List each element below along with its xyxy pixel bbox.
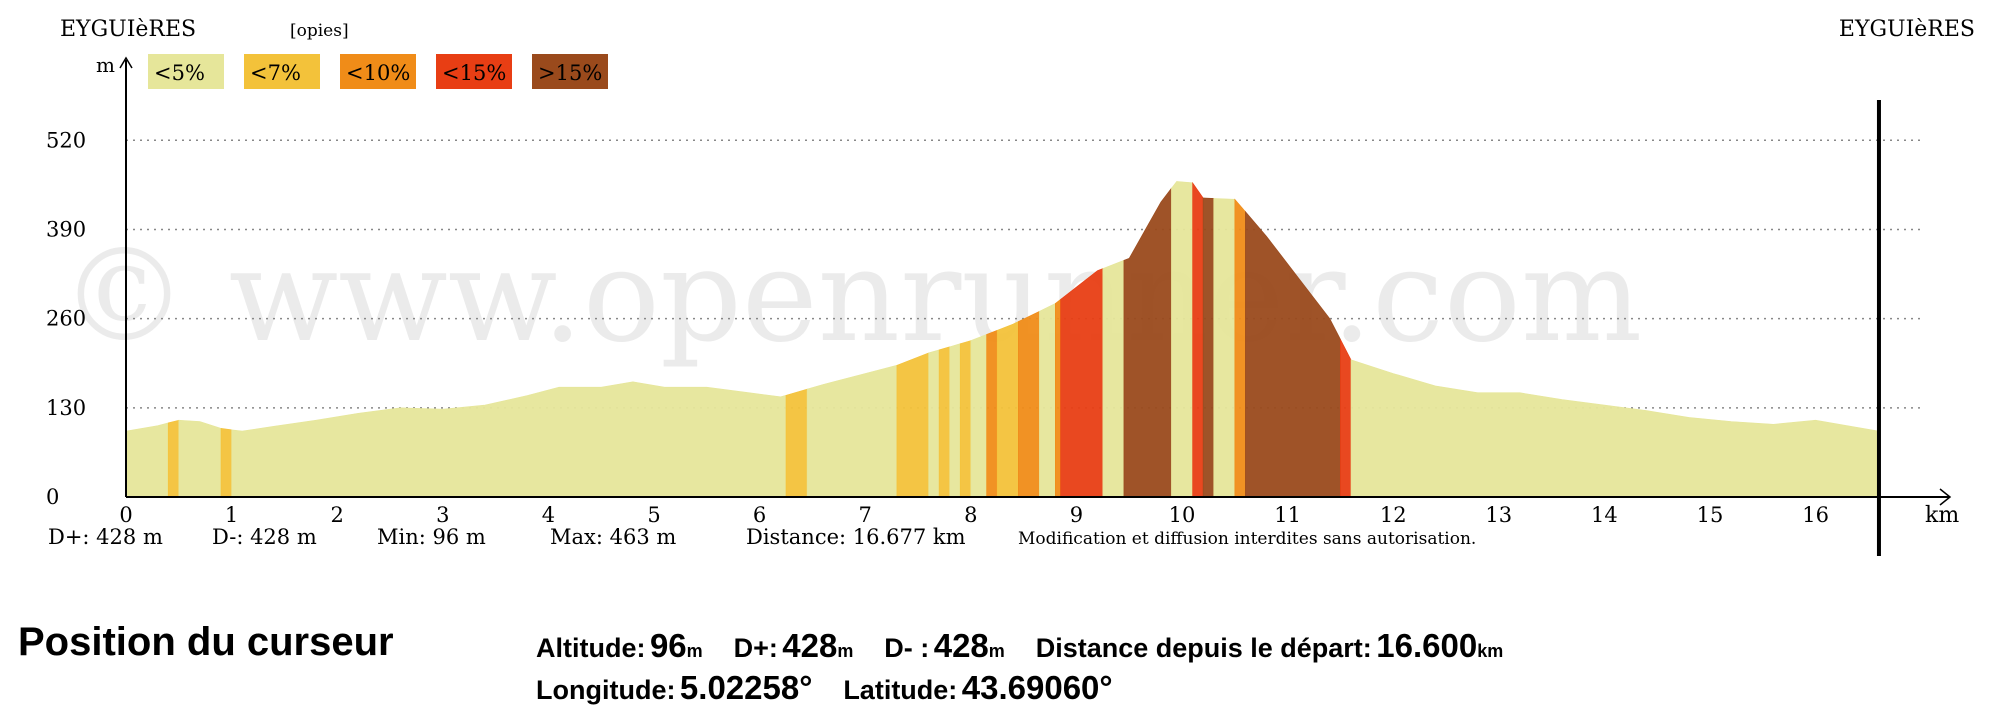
grade-band [996,321,1019,498]
grade-band [1055,298,1061,498]
copyright-notice: Modification et diffusion interdites san… [1018,529,1476,549]
grade-band [220,428,232,498]
x-tick-label: 5 [647,503,660,527]
legend-label: <10% [346,61,410,85]
grade-band [125,422,169,498]
distance-label: Distance depuis le départ: [1035,633,1372,663]
grade-band [1039,303,1056,498]
grade-band [1018,310,1040,498]
altitude-label: Altitude: [536,633,646,663]
y-tick-label: 260 [46,307,86,331]
y-tick-label: 0 [46,485,59,509]
grade-band [986,329,998,498]
distance-unit: km [1477,641,1504,661]
end-label: EYGUIèRES [1839,17,1975,42]
stat-item: Min: 96 m [377,525,486,549]
latitude-label: Latitude: [843,675,958,705]
latitude-value: 43.69060° [961,669,1113,706]
distance-value: 16.600 [1376,627,1478,664]
grade-band [928,349,940,498]
x-tick-label: 2 [331,503,344,527]
stat-item: Distance: 16.677 km [746,525,966,549]
grade-band [1234,198,1246,498]
grade-band [1213,198,1236,498]
legend-swatch [532,54,608,89]
legend: <5% <7% <10% <15% >15% [148,54,608,89]
x-tick-label: 3 [436,503,449,527]
cursor-row-1: Altitude: 96m D+: 428m D- : 428m Distanc… [536,627,1503,665]
legend-swatch [436,54,512,89]
grade-band [1340,339,1352,498]
dminus-value: 428 [933,627,989,664]
x-tick-label: 0 [119,503,132,527]
x-tick-label: 14 [1591,503,1618,527]
altitude-unit: m [686,641,703,661]
altitude-value: 96 [649,627,687,664]
longitude-label: Longitude: [536,675,676,705]
grade-band [1102,259,1125,498]
y-tick-label: 390 [46,217,86,241]
grade-band [970,333,987,498]
x-tick-label: 8 [964,503,977,527]
longitude-value: 5.02258° [679,669,813,706]
dplus-unit: m [837,641,854,661]
grade-band [1192,181,1204,498]
y-axis-label: m [96,53,115,77]
legend-label: <15% [442,61,506,85]
legend-swatch [340,54,416,89]
x-tick-label: 13 [1485,503,1512,527]
grade-band [167,419,180,498]
legend-swatch [244,54,320,89]
stat-item: D-: 428 m [212,525,317,549]
grade-band [896,352,929,498]
x-tick-label: 12 [1380,503,1407,527]
y-tick-label: 130 [46,396,86,420]
watermark: © www.openrunner.com [60,222,1642,371]
x-tick-label: 11 [1274,503,1301,527]
grade-band [1171,181,1193,498]
legend-label: <7% [250,61,301,85]
stat-item: D+: 428 m [48,525,163,549]
y-tick-label: 520 [46,128,86,152]
cursor-row-2: Longitude: 5.02258° Latitude: 43.69060° [536,669,1113,707]
dplus-label: D+: [733,633,778,663]
grade-band [178,419,222,498]
dplus-value: 428 [782,627,838,664]
x-tick-label: 6 [753,503,766,527]
x-tick-label: 4 [542,503,555,527]
legend-label: >15% [538,61,602,85]
cursor-position-panel: Position du curseur Altitude: 96m D+: 42… [0,600,2000,727]
grade-band [938,346,950,498]
x-axis-arrow [1939,488,1952,506]
copy-label: [opies] [290,21,349,41]
x-tick-label: 9 [1070,503,1083,527]
grade-band [959,340,972,498]
x-tick-label: 10 [1169,503,1196,527]
dminus-label: D- : [884,633,930,663]
cursor-title: Position du curseur [18,620,394,664]
x-axis-label: km [1925,503,1959,528]
x-tick-label: 1 [225,503,238,527]
x-tick-label: 16 [1802,503,1829,527]
x-tick-label: 15 [1697,503,1724,527]
stats-row: D+: 428 m D-: 428 m Min: 96 m Max: 463 m Dis… [48,525,966,549]
legend-label: <5% [154,61,205,85]
elevation-profile-chart[interactable]: © www.openrunner.com EYGUIèRES [opies] E… [0,0,2000,600]
axes [119,56,1952,506]
grade-band [231,381,787,498]
grade-band [806,364,898,498]
start-label: EYGUIèRES [60,17,196,42]
grade-band [1350,359,1880,498]
legend-swatch [148,54,224,89]
grade-band [785,388,808,498]
stat-item: Max: 463 m [550,525,676,549]
grade-bands [125,181,1880,498]
grade-band [949,343,961,498]
y-axis-arrow [119,56,133,69]
dminus-unit: m [988,641,1005,661]
grade-band [1060,268,1104,498]
grade-band [1202,197,1214,498]
x-tick-label: 7 [859,503,872,527]
